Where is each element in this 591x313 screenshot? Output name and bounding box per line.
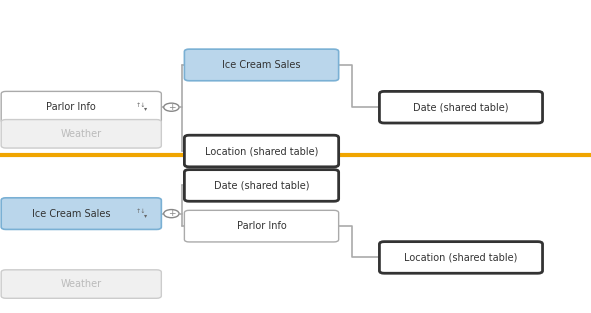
Text: Ice Cream Sales: Ice Cream Sales <box>32 209 110 218</box>
Text: +: + <box>168 103 175 112</box>
Text: Parlor Info: Parlor Info <box>236 221 287 231</box>
Text: ↑↓: ↑↓ <box>135 209 146 214</box>
Text: Parlor Info: Parlor Info <box>46 102 96 112</box>
Text: Date (shared table): Date (shared table) <box>214 181 309 190</box>
Circle shape <box>164 210 179 218</box>
FancyBboxPatch shape <box>379 242 543 273</box>
Text: Weather: Weather <box>61 129 102 139</box>
Text: ▾: ▾ <box>144 213 148 218</box>
FancyBboxPatch shape <box>1 120 161 148</box>
Text: Location (shared table): Location (shared table) <box>404 253 518 262</box>
FancyBboxPatch shape <box>184 49 339 81</box>
FancyBboxPatch shape <box>184 210 339 242</box>
Text: ↑↓: ↑↓ <box>135 103 146 107</box>
FancyBboxPatch shape <box>184 135 339 167</box>
FancyBboxPatch shape <box>1 91 161 123</box>
Text: Weather: Weather <box>61 279 102 289</box>
Text: ▾: ▾ <box>144 106 148 111</box>
Text: +: + <box>168 209 175 218</box>
Text: Date (shared table): Date (shared table) <box>413 102 509 112</box>
Text: Location (shared table): Location (shared table) <box>205 146 318 156</box>
Text: Ice Cream Sales: Ice Cream Sales <box>222 60 301 70</box>
Circle shape <box>164 103 179 111</box>
FancyBboxPatch shape <box>1 270 161 298</box>
FancyBboxPatch shape <box>1 198 161 229</box>
FancyBboxPatch shape <box>379 91 543 123</box>
FancyBboxPatch shape <box>184 170 339 201</box>
